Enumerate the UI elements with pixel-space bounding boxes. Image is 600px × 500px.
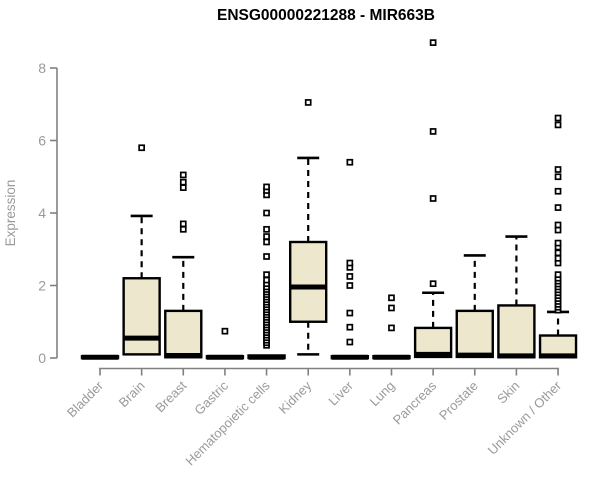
box-rect — [164, 309, 203, 359]
outlier-point — [388, 324, 395, 332]
outlier-point — [554, 173, 562, 181]
outlier-point — [179, 220, 187, 228]
outlier-point — [263, 209, 270, 217]
box-unknown-other — [538, 114, 578, 359]
x-tick-label-liver: Liver — [325, 378, 356, 409]
outlier-point — [263, 233, 270, 240]
outlier-point — [554, 204, 562, 211]
x-tick-label-gastric: Gastric — [191, 378, 231, 418]
outlier-point — [388, 294, 395, 302]
box-rect — [289, 240, 328, 323]
x-tick-label-prostate: Prostate — [436, 378, 481, 423]
y-tick-label: 4 — [38, 205, 46, 221]
outlier-point — [346, 282, 354, 289]
box-breast — [164, 171, 203, 359]
box-kidney — [289, 99, 328, 356]
outlier-point — [429, 280, 437, 288]
outlier-point — [346, 158, 354, 166]
box-lung — [372, 294, 411, 360]
x-tick-label-skin: Skin — [494, 378, 522, 406]
outlier-point — [554, 254, 562, 262]
outlier-point — [554, 249, 562, 257]
y-tick-label: 6 — [38, 133, 46, 149]
y-tick-label: 2 — [38, 278, 46, 294]
y-tick-label: 8 — [38, 60, 46, 76]
box-skin — [497, 235, 536, 359]
box-prostate — [455, 254, 494, 359]
outlier-point — [429, 128, 437, 135]
y-axis-label: Expression — [3, 180, 18, 247]
outlier-point — [346, 273, 354, 280]
x-tick-label-brain: Brain — [116, 378, 148, 410]
y-tick-label: 0 — [38, 350, 46, 366]
outlier-point — [554, 271, 562, 278]
box-rect — [455, 309, 494, 359]
outlier-point — [179, 178, 187, 186]
box-pancreas — [413, 39, 453, 359]
outlier-point — [221, 327, 229, 335]
outlier-point — [346, 323, 354, 331]
box-bladder — [80, 354, 120, 360]
outlier-point — [263, 225, 270, 233]
outlier-point — [429, 195, 437, 202]
x-tick-label-pancreas: Pancreas — [390, 378, 440, 428]
box-brain — [122, 144, 161, 356]
boxes-layer — [80, 39, 578, 360]
x-tick-label-unknown-other: Unknown / Other — [485, 378, 565, 458]
x-tick-label-kidney: Kidney — [276, 378, 315, 417]
box-rect — [122, 277, 161, 356]
box-gastric — [205, 327, 245, 360]
outlier-point — [554, 187, 562, 195]
outlier-point — [263, 183, 270, 191]
x-tick-label-bladder: Bladder — [64, 378, 107, 421]
outlier-point — [554, 166, 562, 173]
outlier-point — [554, 221, 562, 229]
box-rect — [497, 304, 536, 359]
outlier-point — [346, 309, 354, 317]
outlier-point — [346, 259, 354, 267]
outlier-point — [263, 271, 270, 278]
outlier-point — [554, 121, 562, 129]
outlier-point — [429, 39, 437, 46]
outlier-point — [263, 238, 270, 246]
outlier-point — [263, 253, 270, 260]
chart-title: ENSG00000221288 - MIR663B — [217, 7, 435, 24]
outlier-point — [554, 114, 562, 122]
outlier-point — [304, 99, 312, 106]
x-tick-label-breast: Breast — [152, 378, 189, 415]
box-liver — [330, 158, 370, 360]
outlier-point — [138, 144, 145, 152]
outlier-point — [263, 276, 270, 284]
box-hematopoietic-cells — [247, 183, 286, 360]
outlier-point — [388, 304, 395, 312]
x-tick-label-lung: Lung — [367, 378, 398, 409]
outlier-point — [179, 184, 187, 191]
outlier-point — [346, 338, 354, 346]
outlier-point — [554, 239, 562, 247]
outlier-point — [179, 225, 187, 233]
outlier-point — [179, 171, 187, 179]
